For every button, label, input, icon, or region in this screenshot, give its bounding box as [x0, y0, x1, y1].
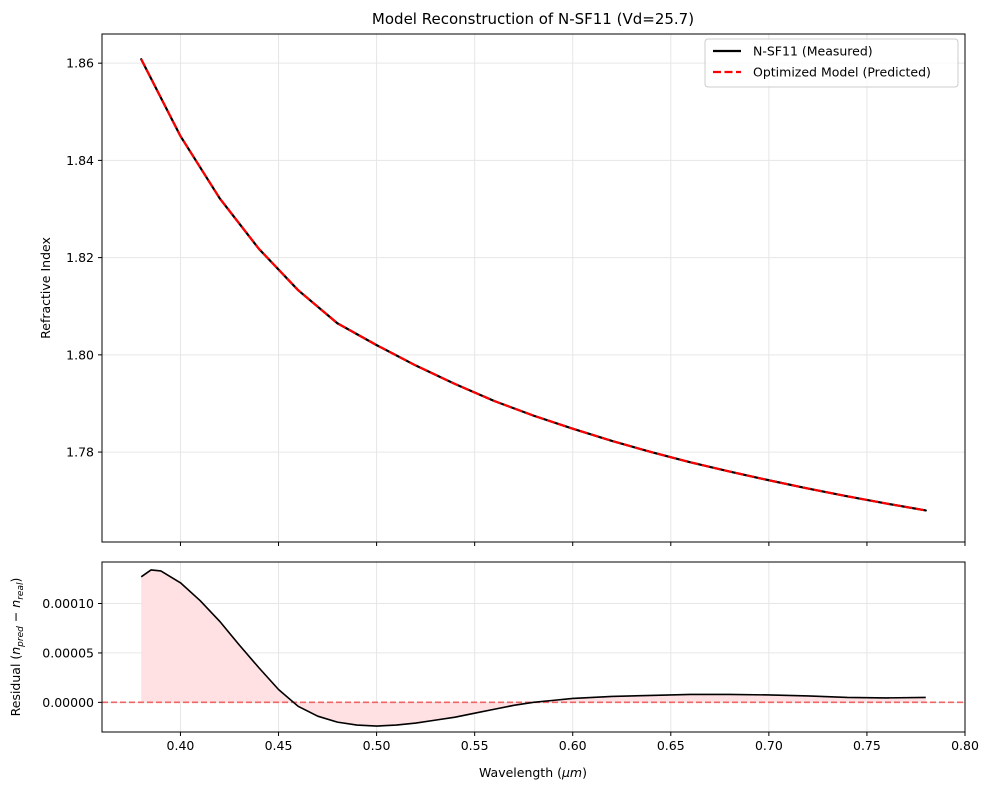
bottom-x-tick-label: 0.80	[951, 738, 979, 753]
bottom-x-tick-label: 0.55	[461, 738, 489, 753]
top-plot-frame	[101, 33, 966, 543]
bottom-x-tick-label: 0.40	[167, 738, 195, 753]
bottom-x-ticks: 0.40 0.45 0.50 0.55 0.60 0.65 0.70 0.75 0.80	[167, 732, 979, 753]
series-line-predicted	[140, 58, 926, 512]
residual-line	[140, 569, 926, 727]
top-y-tick-label: 1.84	[66, 153, 94, 168]
bottom-x-tick-label: 0.70	[755, 738, 783, 753]
top-lines	[140, 58, 927, 512]
legend-label-measured: N-SF11 (Measured)	[753, 44, 873, 59]
bottom-x-tick-label: 0.45	[265, 738, 293, 753]
bottom-plot-frame	[101, 561, 966, 733]
top-y-ticks: 1.78 1.80 1.82 1.84 1.86	[66, 56, 102, 460]
bottom-x-tick-label: 0.50	[363, 738, 391, 753]
bottom-y-tick-label: 0.00010	[42, 596, 94, 611]
top-y-tick-label: 1.78	[66, 445, 94, 460]
bottom-x-tick-label: 0.65	[657, 738, 685, 753]
legend: N-SF11 (Measured) Optimized Model (Predi…	[704, 38, 959, 88]
top-panel: 1.78 1.80 1.82 1.84 1.86 Model Reconstructio…	[38, 10, 966, 546]
bottom-y-axis-label: Residual (npred − nreal)	[8, 578, 26, 717]
bottom-y-tick-label: 0.00000	[42, 695, 94, 710]
bottom-y-tick-label: 0.00005	[42, 645, 94, 660]
top-chart-title: Model Reconstruction of N-SF11 (Vd=25.7)	[372, 10, 694, 28]
top-y-axis-label: Refractive Index	[38, 237, 53, 339]
legend-box	[704, 38, 959, 88]
top-y-tick-label: 1.82	[66, 250, 94, 265]
top-y-tick-label: 1.80	[66, 347, 94, 362]
top-y-tick-label: 1.86	[66, 56, 94, 71]
bottom-x-tick-label: 0.75	[853, 738, 881, 753]
bottom-x-tick-label: 0.60	[559, 738, 587, 753]
residual-series-line	[140, 569, 926, 727]
bottom-x-axis-label: Wavelength (μm)	[479, 765, 587, 780]
bottom-y-ticks: 0.00000 0.00005 0.00010	[42, 596, 102, 710]
top-x-ticks	[179, 542, 966, 546]
legend-label-predicted: Optimized Model (Predicted)	[753, 65, 931, 80]
